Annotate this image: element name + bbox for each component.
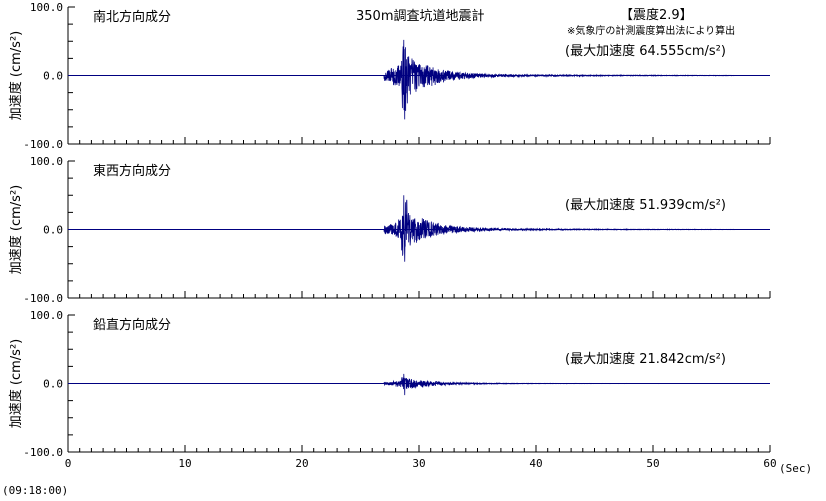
y-tick-label: 0.0 bbox=[43, 378, 63, 391]
y-axis-label: 加速度 (cm/s²) bbox=[8, 339, 24, 428]
component-label: 南北方向成分 bbox=[93, 9, 171, 25]
y-tick-label: 100.0 bbox=[30, 309, 63, 322]
seismogram-panel-3: 100.0 0.0 -100.00 10 20 30 40 50 60 加速度 (cm/s²) 鉛直… bbox=[8, 309, 777, 470]
x-tick-label: 40 bbox=[529, 457, 542, 470]
y-tick-label: 100.0 bbox=[30, 155, 63, 168]
x-tick-label: 60 bbox=[763, 457, 776, 470]
y-tick-label: -100.0 bbox=[23, 292, 63, 305]
intensity-label: 【震度2.9】 bbox=[620, 7, 693, 23]
peak-acceleration-label: (最大加速度 51.939cm/s²) bbox=[565, 197, 726, 213]
y-tick-label: -100.0 bbox=[23, 138, 63, 151]
x-tick-label: 0 bbox=[65, 457, 72, 470]
y-axis-label: 加速度 (cm/s²) bbox=[8, 185, 24, 274]
seismogram-panel-1: 100.0 0.0 -100.0 加速度 (cm/s²) 南北方向成分 (最大加速度 64… bbox=[8, 1, 771, 151]
y-axis-label: 加速度 (cm/s²) bbox=[8, 31, 24, 120]
x-tick-label: 50 bbox=[646, 457, 659, 470]
component-label: 東西方向成分 bbox=[93, 163, 171, 179]
acceleration-trace bbox=[379, 195, 735, 262]
y-tick-label: 0.0 bbox=[43, 224, 63, 237]
x-unit-label: (Sec) bbox=[779, 462, 812, 475]
seismogram-panel-2: 100.0 0.0 -100.0 加速度 (cm/s²) 東西方向成分 (最大加速度 51… bbox=[8, 155, 771, 305]
acceleration-trace bbox=[379, 39, 735, 120]
y-tick-label: 100.0 bbox=[30, 1, 63, 14]
start-time-label: (09:18:00) bbox=[2, 484, 68, 497]
y-tick-label: -100.0 bbox=[23, 446, 63, 459]
peak-acceleration-label: (最大加速度 21.842cm/s²) bbox=[565, 351, 726, 367]
x-tick-label: 20 bbox=[295, 457, 308, 470]
component-label: 鉛直方向成分 bbox=[93, 317, 171, 333]
y-tick-label: 0.0 bbox=[43, 70, 63, 83]
intensity-note: ※気象庁の計測震度算出法により算出 bbox=[567, 24, 735, 37]
x-tick-label: 10 bbox=[178, 457, 191, 470]
x-tick-label: 30 bbox=[412, 457, 425, 470]
peak-acceleration-label: (最大加速度 64.555cm/s²) bbox=[565, 43, 726, 59]
acceleration-trace bbox=[379, 373, 735, 396]
figure-title: 350m調査坑道地震計 bbox=[356, 8, 484, 24]
